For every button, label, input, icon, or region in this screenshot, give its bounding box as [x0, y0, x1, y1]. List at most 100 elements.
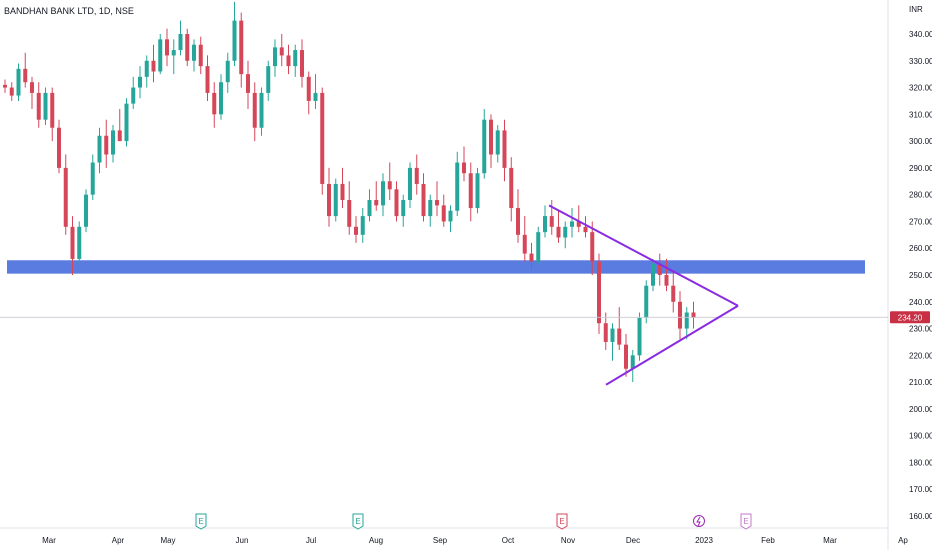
y-tick-label: 180.00: [909, 458, 932, 467]
earnings-icon[interactable]: E: [195, 513, 207, 530]
candle-body: [165, 39, 169, 56]
candle-body: [435, 200, 439, 206]
candle-body: [63, 167, 68, 227]
y-tick-label: 330.00: [909, 57, 932, 66]
candle-body: [259, 92, 264, 128]
x-tick-label: Apr: [112, 536, 125, 545]
candle-body: [482, 119, 487, 174]
earnings-icon[interactable]: E: [556, 513, 568, 530]
candle-body: [219, 82, 223, 115]
y-tick-label: 300.00: [909, 137, 932, 146]
candle-body: [374, 200, 379, 206]
candle-body: [151, 60, 156, 72]
candle-body: [522, 234, 527, 254]
candle-body: [43, 92, 48, 120]
candle-body: [171, 50, 176, 56]
svg-text:E: E: [743, 517, 748, 526]
currency-label: INR: [909, 5, 923, 14]
candle-body: [124, 103, 129, 142]
candle-body: [266, 66, 271, 93]
candle-body: [414, 167, 419, 184]
candle-body: [455, 162, 460, 211]
candle-body: [651, 264, 655, 286]
candle-body: [232, 20, 237, 61]
candle-body: [131, 87, 136, 104]
candle-body: [684, 312, 689, 329]
candle-body: [495, 130, 500, 155]
candle-body: [394, 189, 399, 217]
x-tick-label: May: [160, 536, 175, 545]
y-tick-label: 220.00: [909, 351, 932, 360]
y-tick-label: 210.00: [909, 378, 932, 387]
candle-body: [144, 60, 149, 77]
y-tick-label: 230.00: [909, 325, 932, 334]
earnings-icon[interactable]: E: [740, 513, 752, 530]
candle-body: [448, 210, 453, 222]
x-tick-label: Dec: [626, 536, 640, 545]
candle-body: [387, 181, 392, 190]
candle-body: [421, 183, 426, 217]
candle-body: [90, 162, 95, 195]
candle-body: [97, 135, 102, 163]
candle-body: [50, 92, 55, 128]
y-tick-label: 320.00: [909, 84, 932, 93]
candle-body: [246, 74, 250, 93]
candle-body: [570, 221, 574, 227]
dividend-icon[interactable]: [693, 515, 705, 527]
candle-body: [360, 216, 365, 235]
candle-body: [624, 344, 628, 369]
x-tick-label: Nov: [561, 536, 575, 545]
candle-body: [367, 200, 372, 217]
candle-body: [104, 135, 109, 155]
svg-text:E: E: [559, 517, 564, 526]
candle-body: [239, 20, 244, 75]
candle-body: [347, 200, 352, 227]
x-tick-label: Jun: [236, 536, 249, 545]
candle-body: [678, 301, 682, 329]
candle-body: [536, 232, 541, 262]
candle-body: [576, 221, 581, 227]
y-tick-label: 160.00: [909, 512, 932, 521]
svg-text:E: E: [355, 517, 360, 526]
candle-body: [509, 167, 514, 209]
candles: [3, 1, 696, 383]
candle-body: [212, 92, 217, 115]
candle-body: [117, 130, 122, 142]
triangle-upper-line[interactable]: [548, 204, 739, 307]
candle-body: [84, 194, 88, 227]
candle-body: [468, 173, 473, 209]
y-tick-label: 170.00: [909, 485, 932, 494]
candle-body: [475, 173, 480, 209]
triangle-lower-line[interactable]: [605, 304, 739, 386]
candle-body: [543, 216, 547, 233]
y-tick-label: 270.00: [909, 217, 932, 226]
candle-body: [529, 253, 534, 262]
candle-body: [428, 200, 433, 217]
y-tick-label: 190.00: [909, 432, 932, 441]
candle-body: [502, 130, 507, 168]
candle-body: [111, 130, 115, 155]
candle-body: [340, 183, 345, 201]
candle-body: [597, 261, 601, 324]
candle-body: [306, 76, 311, 101]
candle-body: [462, 162, 466, 174]
candle-body: [610, 328, 615, 342]
x-tick-label: Mar: [42, 536, 56, 545]
last-price-tag: [890, 311, 930, 324]
y-tick-label: 200.00: [909, 405, 932, 414]
candle-body: [23, 68, 28, 83]
candle-body: [225, 60, 230, 83]
earnings-icon[interactable]: E: [352, 513, 364, 530]
candle-body: [583, 226, 588, 233]
candle-body: [30, 82, 34, 93]
candle-body: [36, 92, 41, 120]
candle-body: [637, 317, 642, 356]
x-tick-label: Sep: [433, 536, 448, 545]
y-tick-label: 250.00: [909, 271, 932, 280]
candle-body: [630, 355, 635, 369]
candle-body: [16, 68, 21, 96]
y-tick-label: 240.00: [909, 298, 932, 307]
candle-body: [590, 232, 595, 262]
x-tick-label: Oct: [502, 536, 515, 545]
